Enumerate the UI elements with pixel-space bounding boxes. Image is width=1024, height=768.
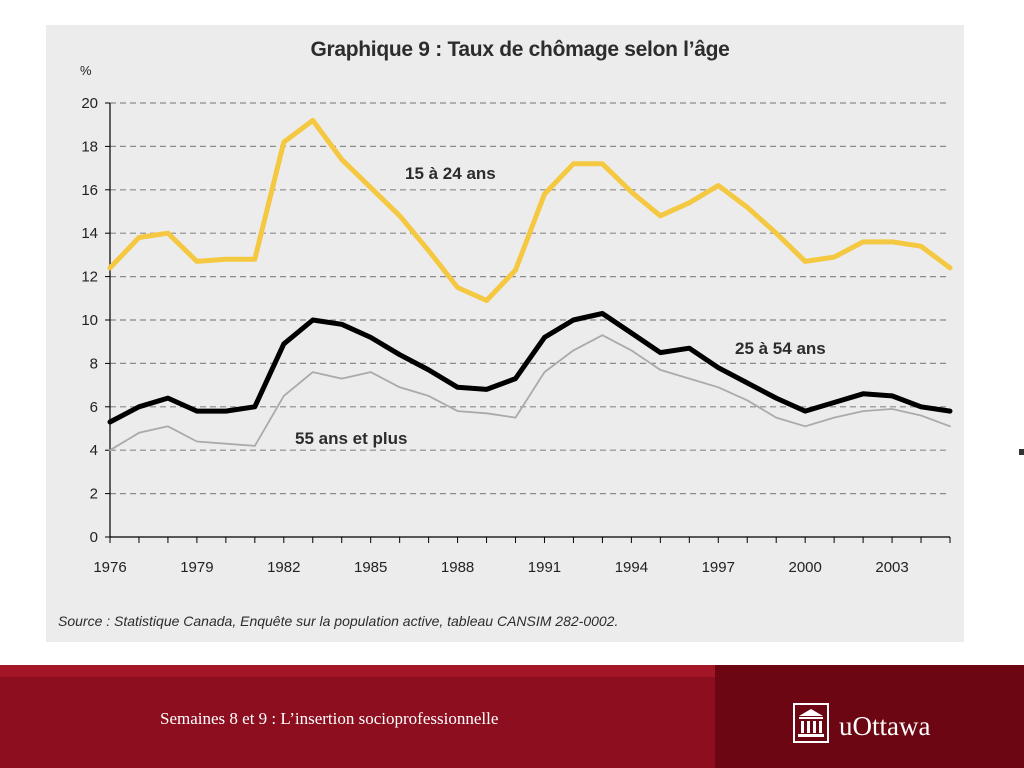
series-label-0: 15 à 24 ans <box>405 164 496 183</box>
gridlines <box>110 102 950 495</box>
y-axis-label: % <box>80 63 92 78</box>
footer-caption: Semaines 8 et 9 : L’insertion socioprofe… <box>160 709 499 728</box>
y-tick-label: 8 <box>90 355 98 372</box>
logo-text: uOttawa <box>839 711 931 741</box>
x-tick-label: 1991 <box>528 559 561 576</box>
chart-title: Graphique 9 : Taux de chômage selon l’âg… <box>310 38 730 61</box>
series-labels: 15 à 24 ans 25 à 54 ans 55 ans et plus <box>295 164 826 448</box>
logo-block: uOttawa <box>715 665 1024 768</box>
y-tick-label: 0 <box>90 529 98 546</box>
source-note: Source : Statistique Canada, Enquête sur… <box>58 613 619 629</box>
building-icon <box>793 703 829 743</box>
x-tick-label: 1985 <box>354 559 387 576</box>
y-tick-label: 12 <box>81 269 98 286</box>
axes: 0 2 4 6 8 10 12 14 16 18 20% 1976 1979 1982 1985 1988 19… <box>80 63 951 576</box>
series-label-1: 25 à 54 ans <box>735 339 826 358</box>
series-label-2: 55 ans et plus <box>295 429 407 448</box>
y-tick-label: 20 <box>81 95 98 112</box>
slide-area: 0 2 4 6 8 10 12 14 16 18 20% 1976 1979 1982 1985 1988 19… <box>46 25 964 642</box>
x-tick-label: 1982 <box>267 559 300 576</box>
x-tick-label: 1976 <box>93 559 126 576</box>
y-tick-label: 16 <box>81 182 98 199</box>
footer-bar: Semaines 8 et 9 : L’insertion socioprofe… <box>0 665 1024 768</box>
y-tick-label: 4 <box>90 442 98 459</box>
y-tick-label: 6 <box>90 399 98 416</box>
series-line-1 <box>107 311 953 425</box>
series-line-0 <box>107 117 953 303</box>
series-lines <box>107 117 953 452</box>
y-tick-label: 10 <box>81 312 98 329</box>
y-tick-label: 18 <box>81 138 98 155</box>
line-chart: 0 2 4 6 8 10 12 14 16 18 20% 1976 1979 1982 1985 1988 19… <box>80 63 953 576</box>
y-tick-label: 14 <box>81 225 98 242</box>
x-tick-label: 2000 <box>788 559 821 576</box>
x-tick-label: 1994 <box>615 559 648 576</box>
edge-marker <box>1019 449 1024 455</box>
y-tick-label: 2 <box>90 486 98 503</box>
figure-panel <box>46 25 964 642</box>
x-tick-label: 1997 <box>702 559 735 576</box>
series-line-2 <box>109 334 951 452</box>
x-tick-label: 2003 <box>875 559 908 576</box>
x-tick-label: 1988 <box>441 559 474 576</box>
x-tick-label: 1979 <box>180 559 213 576</box>
